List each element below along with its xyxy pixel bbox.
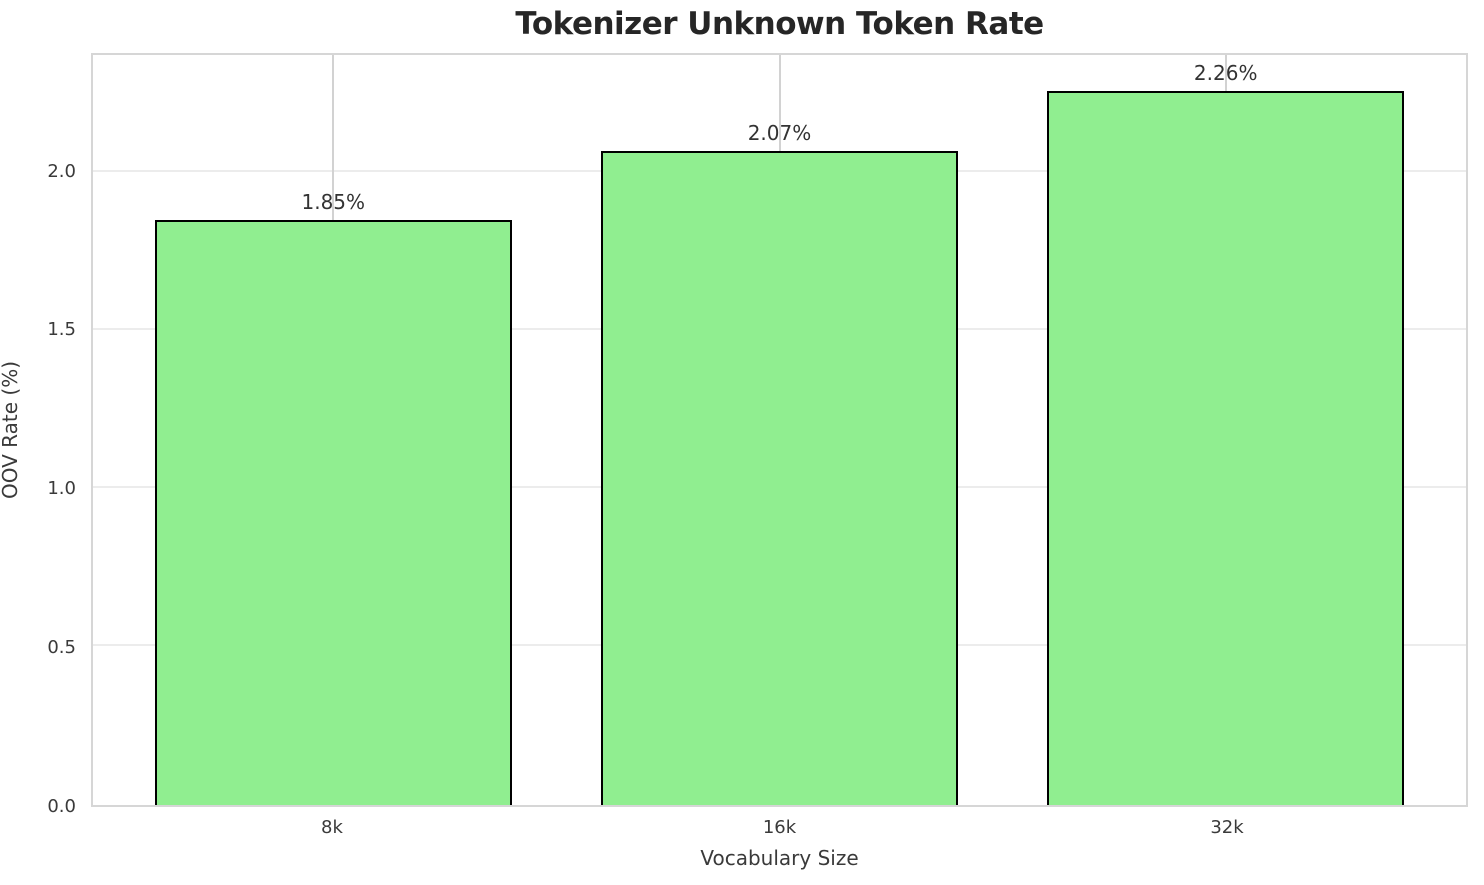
chart-title: Tokenizer Unknown Token Rate [515,6,1044,42]
y-tick-label: 2.0 [47,160,76,182]
plot-area: 1.85% 2.07% 2.26% [91,53,1468,807]
y-tick-label: 0.5 [47,637,76,659]
bar-value-label: 2.07% [747,120,812,145]
bar-32k [1047,90,1405,805]
y-tick-label: 1.0 [47,478,76,500]
y-tick-label: 1.5 [47,319,76,341]
bar-value-label: 1.85% [301,190,366,215]
bar-value-label: 2.26% [1193,60,1258,85]
bar-16k [601,150,958,805]
y-tick-label: 0.0 [47,796,76,817]
y-tick-labels: 0.0 0.5 1.0 1.5 2.0 [0,53,76,815]
x-tick-label: 32k [1210,817,1244,838]
x-axis-label: Vocabulary Size [700,846,859,870]
x-tick-label: 8k [321,817,343,838]
x-tick-label: 16k [762,817,797,838]
bar-8k [154,220,512,805]
x-tick-labels: 8k 16k 32k [91,817,1468,843]
